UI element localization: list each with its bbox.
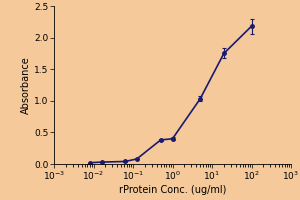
Y-axis label: Absorbance: Absorbance — [21, 56, 31, 114]
X-axis label: rProtein Conc. (ug/ml): rProtein Conc. (ug/ml) — [119, 185, 226, 195]
